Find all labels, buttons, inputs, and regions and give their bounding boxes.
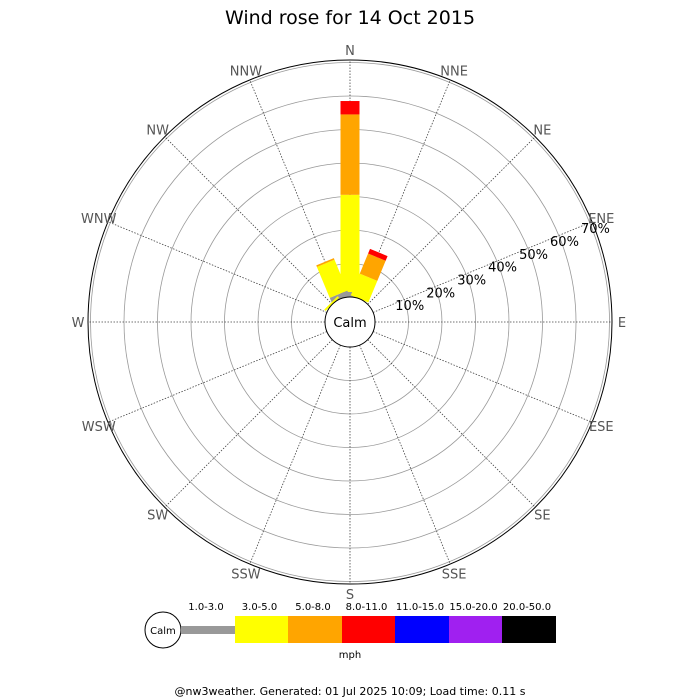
legend-swatch-0 (181, 626, 235, 634)
percent-label: 70% (581, 222, 610, 237)
legend-swatch-5 (449, 616, 502, 643)
spoke-ssw (249, 344, 341, 565)
percent-labels: 10%20%30%40%50%60%70% (395, 222, 610, 314)
direction-label-nne: NNE (440, 65, 468, 80)
legend-label-2: 5.0-8.0 (295, 602, 330, 613)
bar-segment-n-1 (340, 194, 360, 292)
spoke-ese (372, 331, 593, 423)
direction-label-n: N (345, 44, 355, 59)
percent-label: 30% (457, 273, 486, 288)
direction-label-sw: SW (147, 508, 168, 523)
legend-label-6: 20.0-50.0 (503, 602, 551, 613)
speed-legend: Calm 1.0-3.0 3.0-5.0 5.0-8.0 8.0-11.0 11.0-15… (144, 602, 556, 661)
percent-label: 60% (550, 235, 579, 250)
direction-label-se: SE (534, 508, 550, 523)
outer-ring (87, 59, 613, 585)
direction-label-wnw: WNW (81, 212, 117, 227)
bar-nw (324, 296, 340, 312)
direction-label-ese: ESE (589, 420, 614, 435)
legend-label-0: 1.0-3.0 (188, 602, 223, 613)
bar-segment-n-0 (340, 291, 360, 297)
direction-label-ne: NE (533, 124, 551, 139)
legend-label-4: 11.0-15.0 (396, 602, 444, 613)
spoke-sw (164, 339, 333, 508)
calm-circle-shape (324, 296, 376, 348)
legend-swatch-2 (288, 616, 342, 643)
direction-label-w: W (72, 316, 85, 331)
legend-swatch-1 (235, 616, 288, 643)
direction-label-ene: ENE (588, 212, 614, 227)
percent-label: 40% (488, 261, 517, 276)
legend-unit: mph (339, 650, 361, 661)
direction-label-sse: SSE (442, 567, 467, 582)
spoke-se (367, 339, 536, 508)
spoke-wsw (107, 331, 328, 423)
wind-bars (316, 101, 388, 312)
legend-label-1: 3.0-5.0 (242, 602, 277, 613)
spoke-sse (359, 344, 451, 565)
bar-segment-nw-1 (324, 296, 340, 312)
spoke-wnw (107, 221, 328, 313)
bar-segment-nnw-1 (316, 259, 348, 298)
calm-circle: Calm (324, 296, 376, 348)
legend-label-5: 15.0-20.0 (449, 602, 497, 613)
direction-label-s: S (346, 588, 354, 603)
percent-label: 50% (519, 248, 548, 263)
bar-segment-nne-2 (359, 253, 386, 281)
bar-nne (350, 248, 388, 303)
spoke-ene (372, 221, 593, 313)
legend-calm-label: Calm (150, 626, 176, 637)
bar-segment-nne-3 (368, 248, 388, 261)
legend-swatch-4 (395, 616, 449, 643)
direction-label-wsw: WSW (82, 420, 116, 435)
bar-segment-nne-1 (350, 273, 378, 303)
spoke-nw (164, 136, 333, 305)
percent-label: 10% (395, 299, 424, 314)
bar-n (340, 101, 360, 297)
direction-labels: N NNE NE ENE E ESE SE SSE S SSW SW WSW W WNW NW NNW (72, 44, 627, 603)
percent-label: 20% (426, 286, 455, 301)
bar-segment-n-3 (340, 101, 360, 115)
calm-label: Calm (333, 316, 366, 331)
direction-label-e: E (618, 316, 626, 331)
footer-text: @nw3weather. Generated: 01 Jul 2025 10:0… (175, 685, 526, 698)
legend-label-3: 8.0-11.0 (346, 602, 388, 613)
direction-label-ssw: SSW (231, 567, 261, 582)
chart-title: Wind rose for 14 Oct 2015 (225, 7, 475, 29)
direction-label-nnw: NNW (230, 65, 262, 80)
legend-swatch-6 (502, 616, 556, 643)
legend-swatch-3 (342, 616, 395, 643)
bar-segment-nnw-2 (316, 258, 335, 267)
direction-label-nw: NW (146, 124, 169, 139)
spoke-ne (367, 136, 536, 305)
bar-segment-n-2 (340, 114, 360, 195)
